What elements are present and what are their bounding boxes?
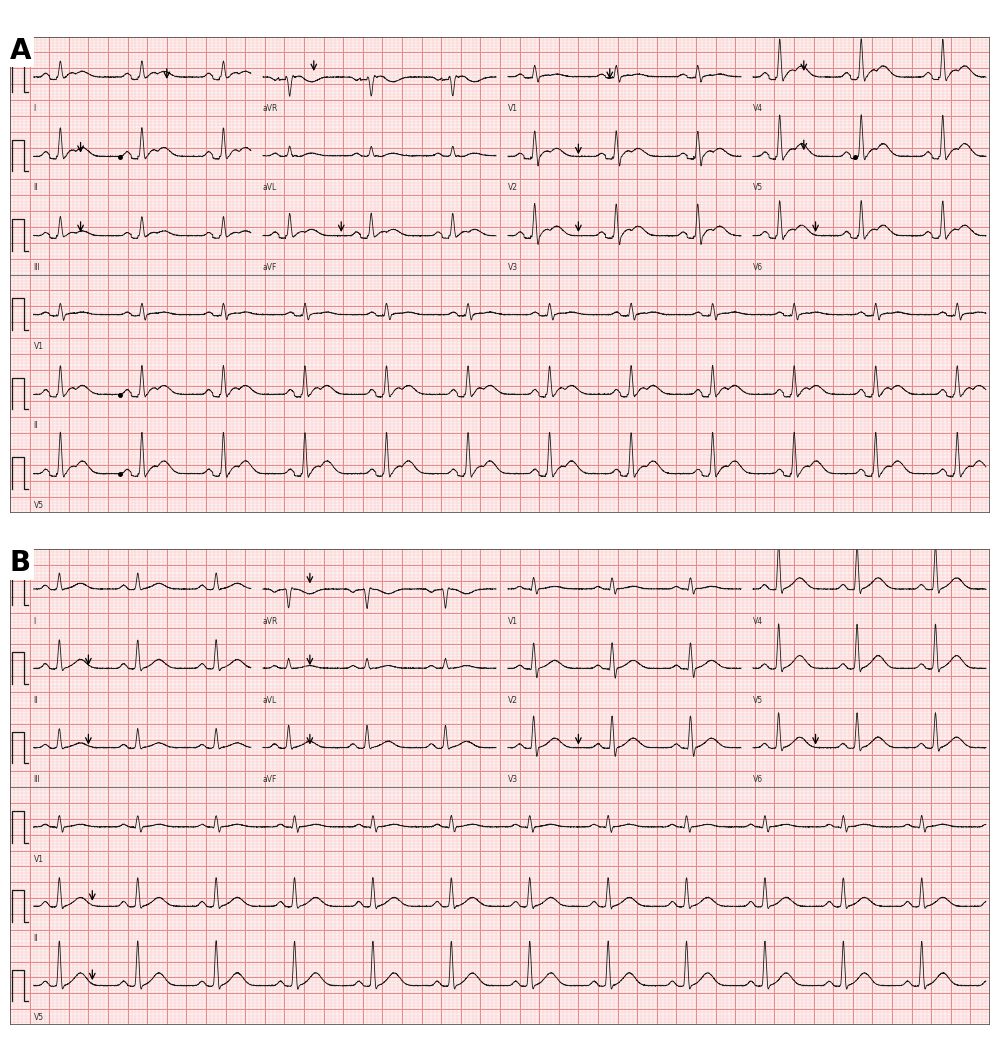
- Text: aVR: aVR: [263, 617, 278, 626]
- Text: aVF: aVF: [263, 775, 277, 784]
- Text: V6: V6: [753, 263, 763, 272]
- Text: V5: V5: [753, 696, 763, 705]
- Text: V2: V2: [508, 696, 518, 705]
- Text: V5: V5: [34, 501, 44, 509]
- Text: V1: V1: [34, 342, 44, 351]
- Text: V5: V5: [753, 183, 763, 192]
- Text: III: III: [34, 775, 40, 784]
- Text: V5: V5: [34, 1014, 44, 1022]
- Text: V4: V4: [753, 105, 763, 113]
- Text: V1: V1: [34, 855, 44, 864]
- Text: aVR: aVR: [263, 105, 278, 113]
- Text: II: II: [34, 934, 38, 943]
- Text: I: I: [34, 617, 36, 626]
- Text: II: II: [34, 422, 38, 431]
- Text: III: III: [34, 263, 40, 272]
- Text: V3: V3: [508, 263, 518, 272]
- Text: V2: V2: [508, 183, 518, 192]
- Text: V3: V3: [508, 775, 518, 784]
- Text: II: II: [34, 183, 38, 192]
- Text: B: B: [10, 549, 31, 577]
- Text: A: A: [10, 37, 32, 65]
- Text: aVL: aVL: [263, 696, 277, 705]
- Text: I: I: [34, 105, 36, 113]
- Text: aVL: aVL: [263, 183, 277, 192]
- Text: aVF: aVF: [263, 263, 277, 272]
- Text: V4: V4: [753, 617, 763, 626]
- Text: V1: V1: [508, 105, 518, 113]
- Text: II: II: [34, 696, 38, 705]
- Text: V1: V1: [508, 617, 518, 626]
- Text: V6: V6: [753, 775, 763, 784]
